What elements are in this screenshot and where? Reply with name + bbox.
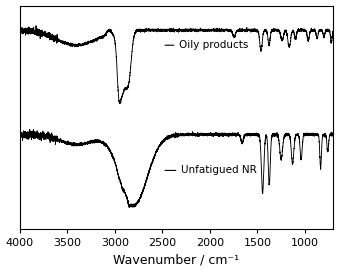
Text: Unfatigued NR: Unfatigued NR xyxy=(165,165,257,175)
X-axis label: Wavenumber / cm⁻¹: Wavenumber / cm⁻¹ xyxy=(114,254,240,267)
Text: Oily products: Oily products xyxy=(165,40,249,50)
